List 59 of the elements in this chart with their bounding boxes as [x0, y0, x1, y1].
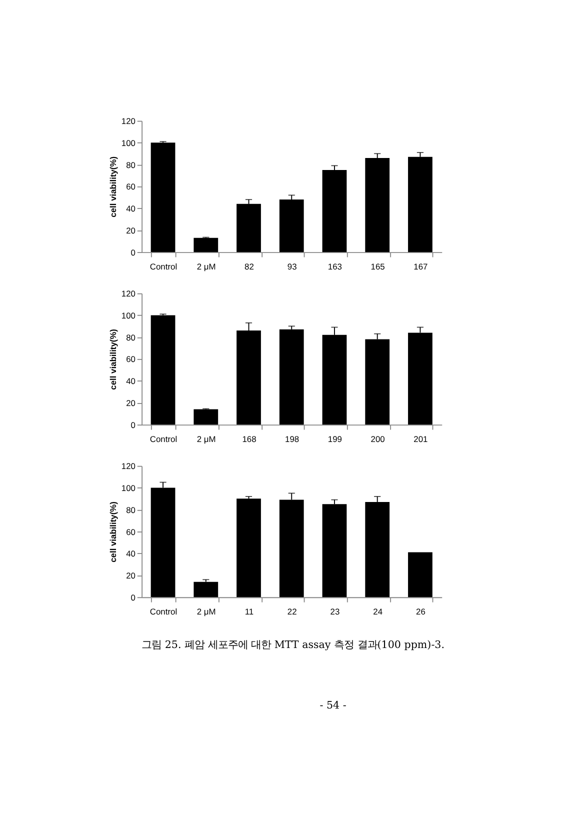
x-tick-label: 200 — [370, 434, 386, 444]
x-tick-label: 165 — [370, 261, 386, 272]
x-tick-label: 22 — [287, 606, 298, 616]
y-tick-label: 120 — [121, 461, 136, 472]
x-tick-label: Control — [150, 606, 178, 616]
x-tick-label: 168 — [242, 434, 257, 444]
bar — [150, 315, 176, 425]
bar — [408, 156, 432, 252]
y-tick-label: 120 — [121, 116, 136, 126]
y-tick-label: 40 — [126, 376, 136, 386]
y-tick-label: 60 — [126, 182, 136, 192]
y-tick-label: 20 — [126, 225, 136, 236]
x-tick-label: 2 μM — [196, 606, 216, 616]
y-tick-label: 40 — [126, 204, 136, 214]
x-tick-label: 163 — [328, 261, 342, 272]
x-tick-label: 201 — [414, 434, 428, 444]
x-tick-label: 24 — [373, 606, 383, 616]
y-axis-title: cell viability(%) — [108, 328, 118, 390]
y-tick-label: 60 — [126, 526, 136, 537]
bar — [365, 158, 390, 252]
x-tick-label: Control — [150, 434, 178, 444]
x-tick-label: 82 — [244, 261, 254, 272]
x-tick-label: 23 — [330, 606, 340, 616]
y-tick-label: 100 — [121, 483, 136, 494]
x-tick-label: 11 — [244, 606, 254, 616]
x-tick-label: 167 — [414, 261, 428, 272]
bar — [194, 238, 218, 252]
text: - 54 - — [320, 700, 347, 712]
bar — [194, 409, 218, 425]
y-axis-title: cell viability(%) — [108, 501, 118, 562]
x-tick-label: 199 — [328, 434, 342, 444]
y-tick-label: 80 — [126, 332, 136, 342]
y-axis-title: cell viability(%) — [108, 156, 118, 218]
y-tick-label: 40 — [126, 548, 136, 559]
x-tick-label: 198 — [285, 434, 300, 444]
y-tick-label: 20 — [126, 570, 136, 581]
bar — [322, 170, 347, 252]
y-tick-label: 60 — [126, 354, 136, 364]
bar — [322, 504, 347, 598]
x-tick-label: 26 — [416, 606, 426, 616]
x-tick-label: Control — [150, 261, 178, 272]
x-tick-label: 2 μM — [196, 434, 216, 444]
y-tick-label: 0 — [130, 592, 136, 602]
y-tick-label: 100 — [121, 310, 136, 320]
y-tick-label: 80 — [126, 160, 136, 170]
y-tick-label: 100 — [121, 138, 136, 148]
bar — [150, 142, 176, 252]
bar — [279, 200, 304, 252]
x-tick-label: 2 μM — [196, 261, 216, 272]
y-tick-label: 0 — [130, 247, 136, 258]
x-tick-label: 93 — [287, 261, 298, 272]
y-tick-label: 120 — [121, 288, 136, 299]
bar — [236, 204, 261, 252]
caption: 그림 25. 폐암 세포주에 대한 MTT assay 측정 결과(100 ppm)-3. — [142, 638, 444, 651]
y-tick-label: 20 — [126, 398, 136, 408]
y-tick-label: 80 — [126, 504, 136, 515]
y-tick-label: 0 — [130, 420, 136, 430]
bar — [279, 329, 304, 425]
bar — [408, 552, 432, 598]
